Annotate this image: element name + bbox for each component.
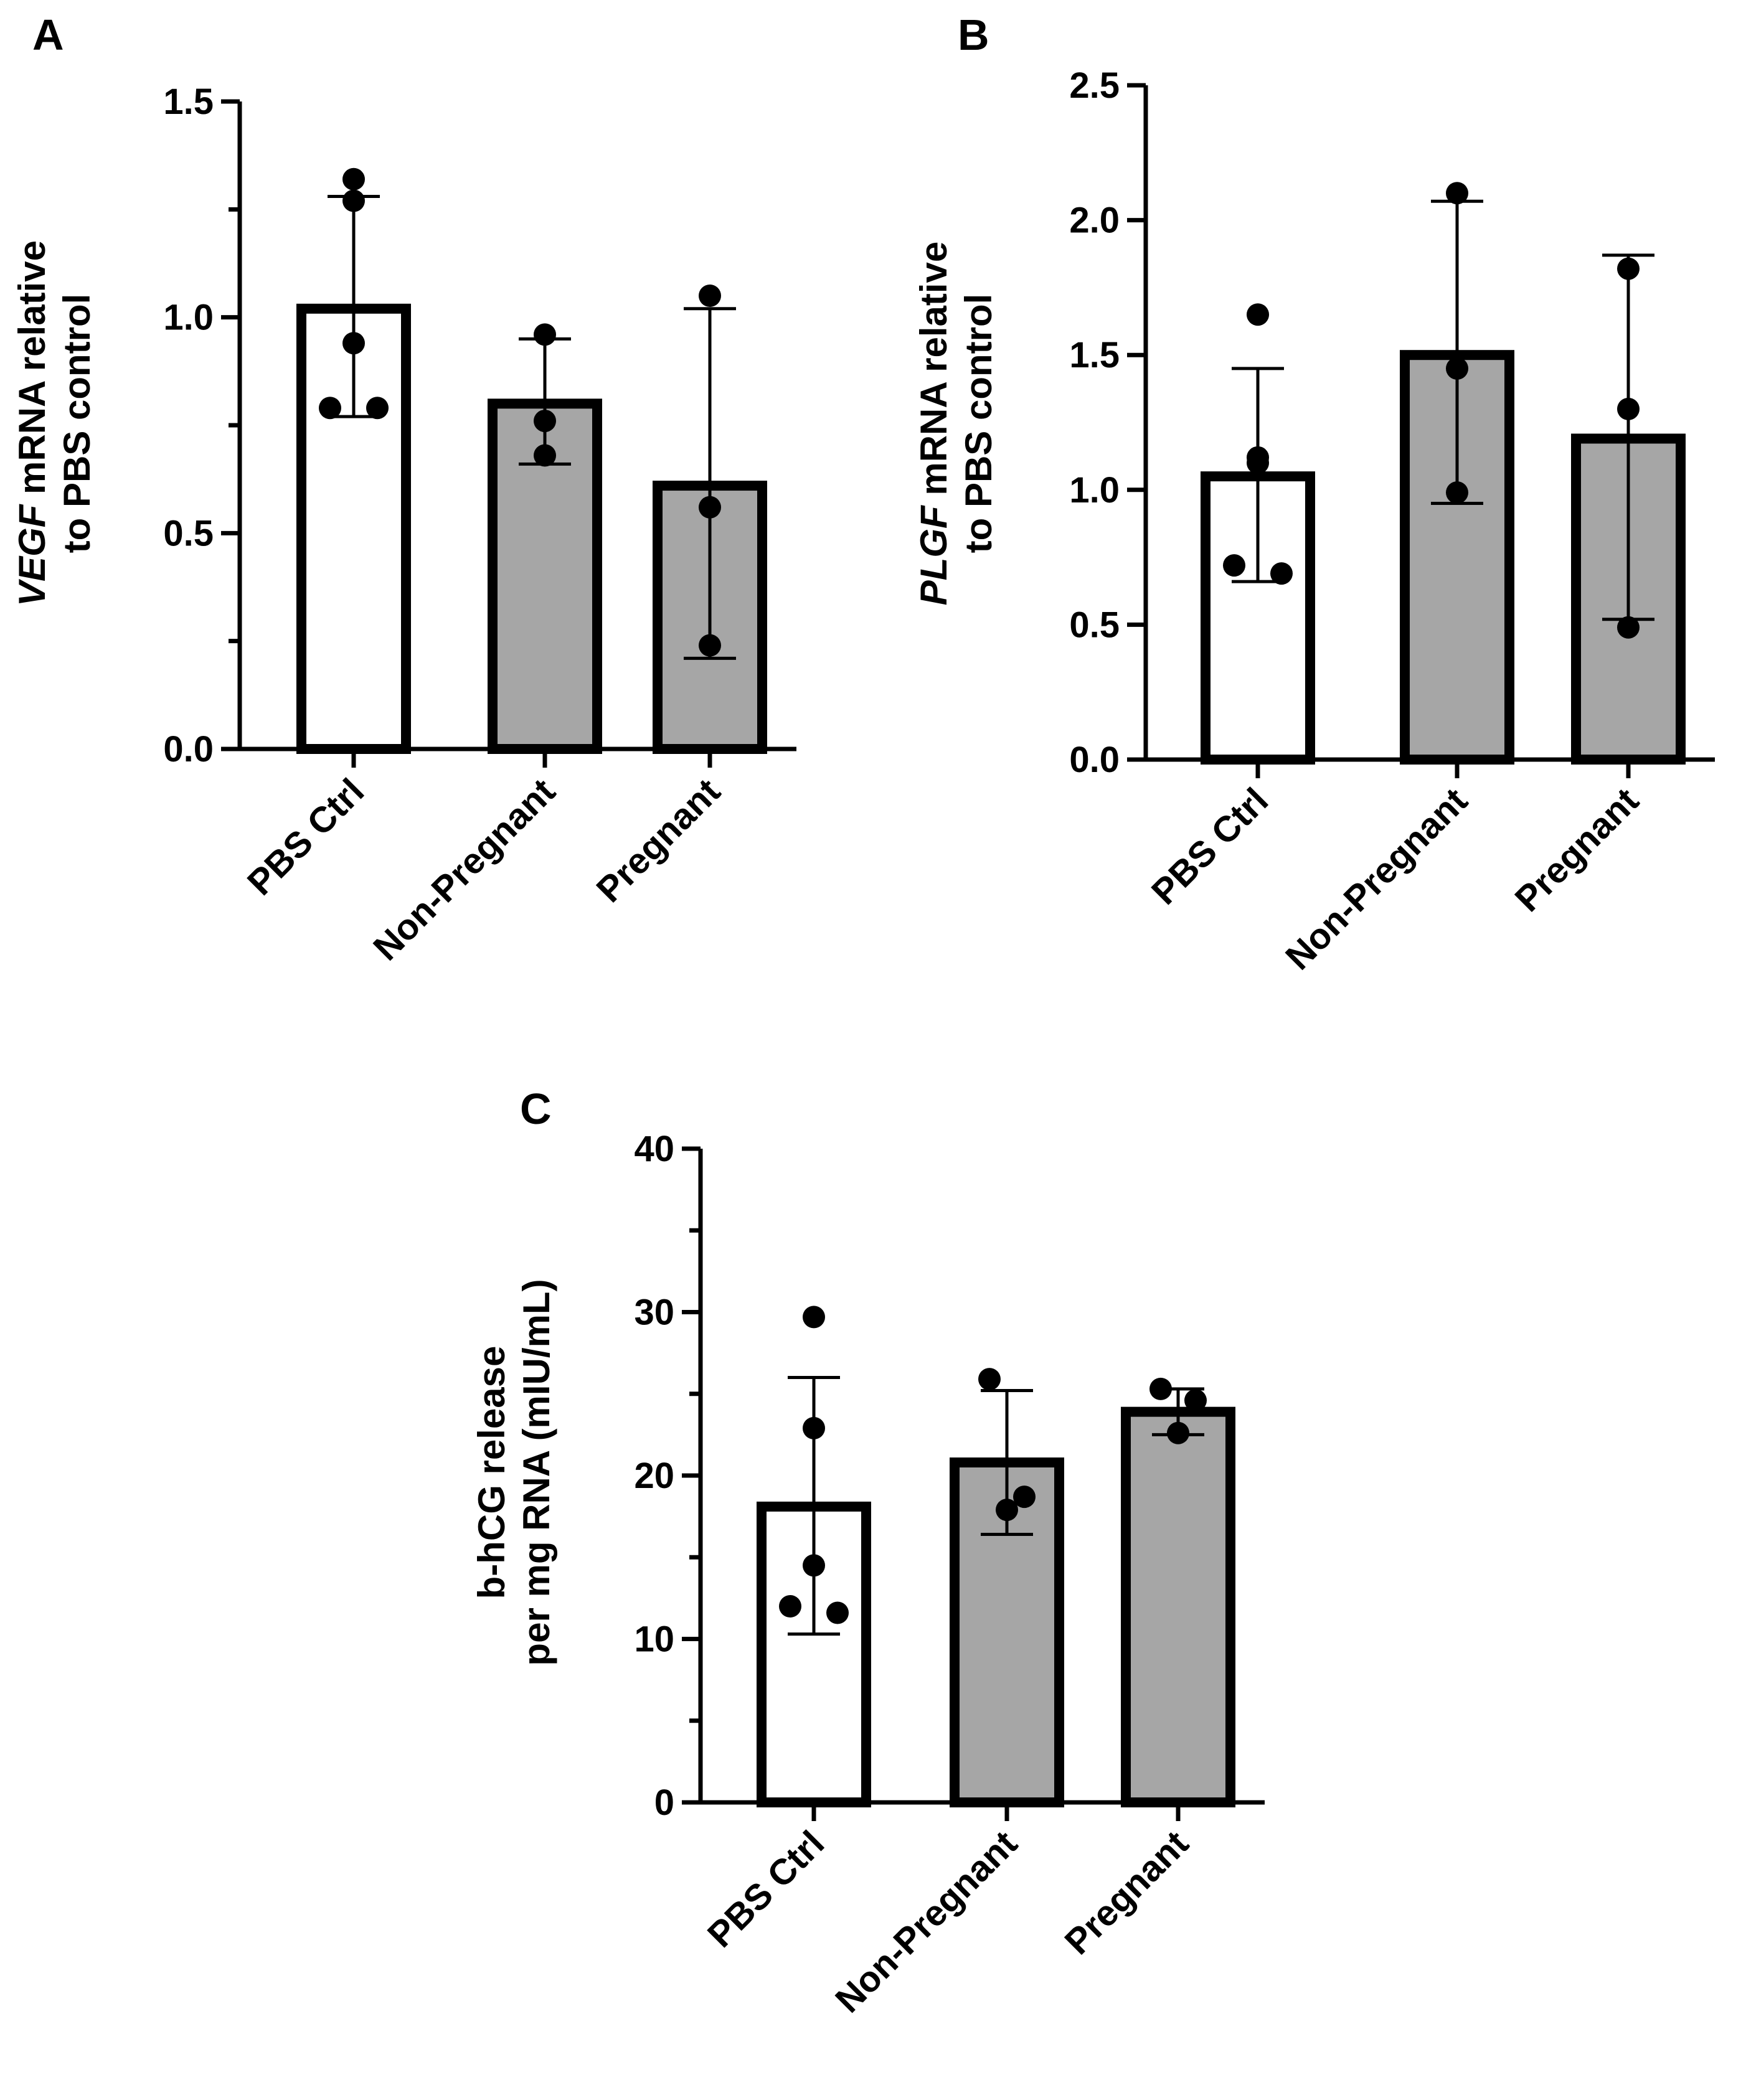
- data-point: [1617, 616, 1640, 639]
- data-point: [1446, 481, 1468, 504]
- y-axis-title-gene: PLGF: [913, 505, 955, 605]
- data-point: [342, 167, 365, 191]
- data-point: [826, 1601, 849, 1624]
- x-category-label: PBS Ctrl: [240, 771, 372, 903]
- y-axis-title-text: b-hCG release: [471, 1346, 512, 1599]
- data-point: [1223, 554, 1245, 577]
- y-tick-label: 20: [634, 1456, 674, 1496]
- data-point: [1167, 1421, 1189, 1444]
- data-point: [978, 1368, 1001, 1391]
- x-category-label: Pregnant: [1057, 1823, 1196, 1962]
- data-point: [534, 410, 556, 433]
- data-point: [1446, 182, 1468, 205]
- data-point: [996, 1499, 1018, 1522]
- y-axis-title-text: mRNA relative: [913, 242, 955, 506]
- y-axis-title-line2: to PBS control: [958, 294, 999, 553]
- x-category-label: Non-Pregnant: [828, 1823, 1025, 2020]
- x-category-label: Non-Pregnant: [1278, 780, 1475, 977]
- x-category-label: PBS Ctrl: [1144, 780, 1276, 912]
- y-axis-title-line1: PLGF mRNA relative: [913, 242, 955, 606]
- y-tick-label: 1.5: [163, 82, 214, 122]
- y-tick-label: 0: [654, 1782, 674, 1823]
- data-point: [1446, 357, 1468, 380]
- data-point: [699, 496, 721, 519]
- data-point: [803, 1416, 825, 1439]
- data-point: [342, 189, 365, 212]
- data-point: [366, 397, 389, 420]
- data-point: [803, 1306, 825, 1329]
- bar-2: [1121, 1406, 1235, 1807]
- y-tick-label: 1.5: [1069, 335, 1120, 375]
- y-axis-title-line2: to PBS control: [56, 294, 98, 553]
- data-point: [534, 323, 556, 346]
- data-point: [803, 1554, 825, 1577]
- data-point: [1149, 1377, 1172, 1400]
- y-tick-label: 0.0: [1069, 740, 1120, 780]
- x-category-label: Non-Pregnant: [366, 771, 563, 968]
- y-tick-label: 1.0: [1069, 470, 1120, 511]
- data-point: [699, 285, 721, 307]
- data-point: [1617, 257, 1640, 280]
- y-axis-title-gene: VEGF: [11, 504, 53, 606]
- data-point: [534, 444, 556, 467]
- data-point: [699, 634, 721, 657]
- data-point: [1184, 1389, 1207, 1412]
- x-category-label: Pregnant: [588, 771, 728, 910]
- panel-letter-a: A: [32, 11, 64, 59]
- data-point: [1270, 562, 1293, 585]
- x-category-label: PBS Ctrl: [700, 1823, 832, 1955]
- y-tick-label: 0.5: [163, 513, 214, 553]
- y-tick-label: 10: [634, 1619, 674, 1660]
- data-point: [319, 397, 341, 420]
- data-point: [1247, 303, 1269, 326]
- panel-letter-c: C: [520, 1085, 552, 1133]
- y-tick-label: 0.5: [1069, 605, 1120, 645]
- y-axis-title-line1: VEGF mRNA relative: [11, 240, 53, 606]
- y-axis-title-line2: per mg RNA (mIU/mL): [516, 1279, 557, 1665]
- y-tick-label: 2.5: [1069, 65, 1120, 106]
- data-point: [779, 1595, 801, 1617]
- y-tick-label: 0.0: [163, 729, 214, 770]
- y-axis-title-line1: b-hCG release: [471, 1346, 512, 1599]
- panel-b-plgf-chart: 0.0 0.5 1.0 1.5 2.0 2.5 PBS Ctrl Non-Pregnant Pr…: [913, 65, 1715, 977]
- x-category-label: Pregnant: [1507, 780, 1646, 920]
- data-point: [1013, 1486, 1036, 1509]
- y-tick-label: 40: [634, 1129, 674, 1169]
- data-point: [1247, 451, 1269, 474]
- y-tick-label: 2.0: [1069, 200, 1120, 241]
- y-axis-title-text: mRNA relative: [11, 240, 53, 505]
- data-point: [1617, 397, 1640, 420]
- panel-letter-b: B: [958, 11, 989, 59]
- y-tick-label: 30: [634, 1292, 674, 1333]
- y-tick-label: 1.0: [163, 298, 214, 338]
- data-point: [342, 332, 365, 355]
